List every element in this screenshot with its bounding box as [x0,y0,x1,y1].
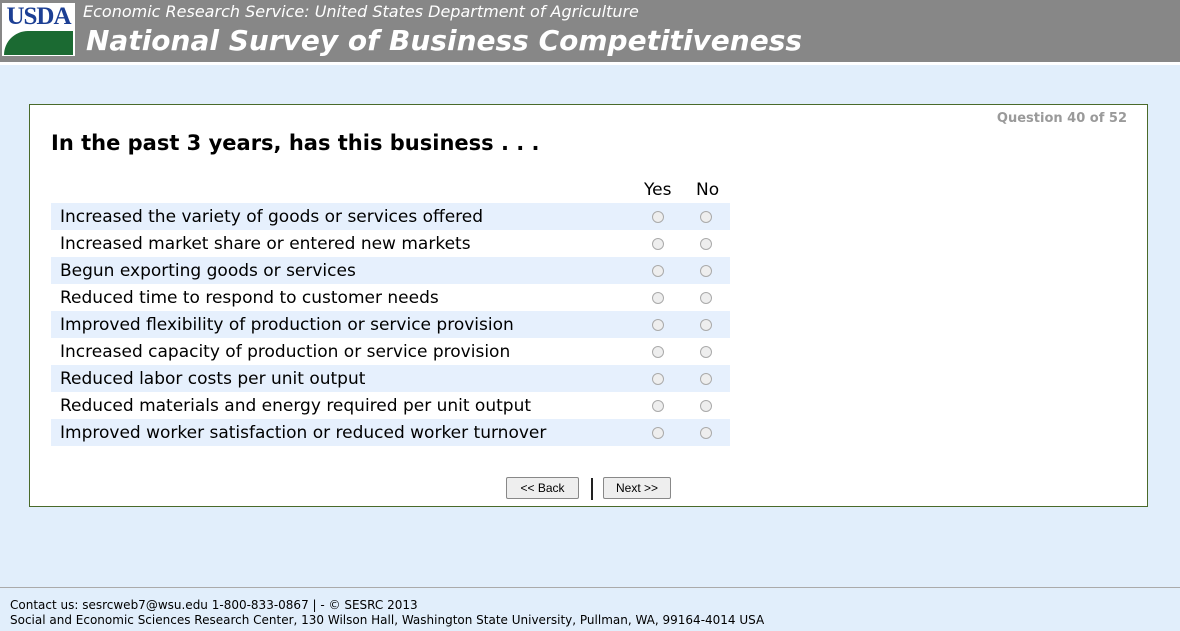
header: USDA Economic Research Service: United S… [0,0,1180,65]
yes-radio[interactable] [652,237,664,250]
yes-radio[interactable] [652,264,664,277]
no-radio[interactable] [700,399,712,412]
no-radio[interactable] [700,372,712,385]
header-subtitle: Economic Research Service: United States… [83,2,639,21]
table-row: Increased capacity of production or serv… [51,338,730,365]
question-text: In the past 3 years, has this business .… [51,131,540,155]
item-label: Reduced materials and energy required pe… [60,395,532,416]
item-label: Increased market share or entered new ma… [60,233,471,254]
usda-logo: USDA [2,3,75,56]
table-row: Increased the variety of goods or servic… [51,203,730,230]
item-label: Improved flexibility of production or se… [51,311,634,338]
footer-contact: Contact us: sesrcweb7@wsu.edu 1-800-833-… [10,598,418,612]
yes-radio[interactable] [652,291,664,304]
header-title: National Survey of Business Competitiven… [86,24,803,57]
footer-address: Social and Economic Sciences Research Ce… [10,613,765,627]
item-label: Increased capacity of production or serv… [60,341,511,362]
question-counter: Question 40 of 52 [996,111,1127,126]
no-radio[interactable] [700,426,712,439]
no-radio[interactable] [700,237,712,250]
item-label: Begun exporting goods or services [51,257,634,284]
table-row: Reduced labor costs per unit output [51,365,730,392]
yes-radio[interactable] [652,372,664,385]
no-radio[interactable] [700,264,712,277]
yes-radio[interactable] [652,210,664,223]
yes-radio[interactable] [652,426,664,439]
item-label: Reduced time to respond to customer need… [60,287,439,308]
back-button[interactable]: << Back [506,477,579,499]
table-row: Reduced time to respond to customer need… [51,284,730,311]
question-grid: Increased the variety of goods or servic… [51,203,730,446]
col-yes: Yes [644,180,672,200]
table-row: Reduced materials and energy required pe… [51,392,730,419]
next-button[interactable]: Next >> [603,477,671,499]
no-radio[interactable] [700,210,712,223]
no-radio[interactable] [700,345,712,358]
item-label: Reduced labor costs per unit output [51,365,634,392]
question-panel: Question 40 of 52 In the past 3 years, h… [29,104,1148,507]
no-radio[interactable] [700,291,712,304]
yes-radio[interactable] [652,318,664,331]
no-radio[interactable] [700,318,712,331]
divider [591,478,593,500]
table-row: Increased market share or entered new ma… [51,230,730,257]
col-no: No [696,180,720,200]
footer: Contact us: sesrcweb7@wsu.edu 1-800-833-… [0,587,1180,631]
table-row: Improved worker satisfaction or reduced … [51,419,730,446]
item-label: Improved worker satisfaction or reduced … [51,419,634,446]
yes-radio[interactable] [652,345,664,358]
item-label: Increased the variety of goods or servic… [51,203,634,230]
table-row: Begun exporting goods or services [51,257,730,284]
table-row: Improved flexibility of production or se… [51,311,730,338]
yes-radio[interactable] [652,399,664,412]
